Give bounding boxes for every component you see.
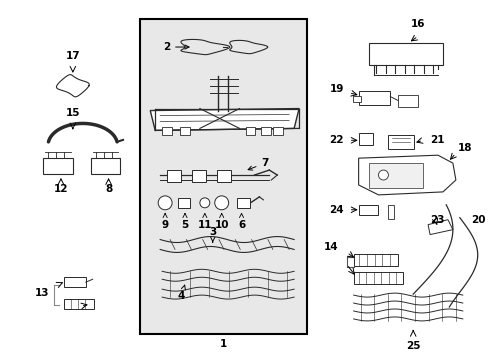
Text: 13: 13: [35, 288, 49, 298]
Text: 4: 4: [177, 285, 185, 301]
Bar: [358, 205, 378, 215]
Bar: [353, 272, 403, 284]
Text: 6: 6: [238, 213, 244, 230]
Text: 20: 20: [470, 215, 484, 225]
Bar: [91, 158, 120, 174]
Text: 17: 17: [65, 51, 80, 61]
Bar: [236, 198, 250, 208]
Text: 24: 24: [328, 205, 343, 215]
Text: 14: 14: [324, 243, 338, 252]
Bar: [273, 127, 283, 135]
Bar: [358, 91, 389, 105]
Bar: [245, 127, 255, 135]
Circle shape: [214, 196, 228, 210]
Text: 3: 3: [209, 226, 216, 242]
Bar: [352, 96, 360, 102]
Polygon shape: [358, 155, 455, 195]
Text: 16: 16: [410, 19, 425, 29]
Circle shape: [378, 170, 387, 180]
Bar: [180, 127, 189, 135]
Text: 1: 1: [220, 339, 227, 349]
Bar: [43, 158, 73, 174]
Bar: [387, 205, 393, 219]
Bar: [162, 127, 172, 135]
Bar: [64, 277, 85, 287]
Circle shape: [200, 198, 209, 208]
Text: 10: 10: [214, 213, 228, 230]
Polygon shape: [427, 220, 452, 235]
Text: 22: 22: [328, 135, 343, 145]
Bar: [191, 170, 205, 182]
Polygon shape: [150, 109, 299, 130]
Text: 12: 12: [54, 184, 68, 194]
Text: 23: 23: [429, 215, 444, 225]
Text: 19: 19: [329, 84, 343, 94]
Polygon shape: [56, 75, 89, 97]
Text: 11: 11: [197, 213, 212, 230]
Bar: [368, 163, 422, 188]
Bar: [261, 127, 271, 135]
Text: 25: 25: [405, 341, 420, 351]
Text: 18: 18: [457, 143, 471, 153]
Text: 2: 2: [163, 42, 189, 52]
Text: 8: 8: [105, 184, 112, 194]
Text: 5: 5: [181, 213, 188, 230]
Text: 15: 15: [65, 108, 80, 118]
Bar: [167, 170, 181, 182]
Bar: [398, 95, 417, 107]
Text: 7: 7: [247, 158, 268, 170]
Bar: [178, 198, 189, 208]
Bar: [353, 255, 398, 266]
Bar: [140, 19, 306, 334]
Bar: [216, 170, 230, 182]
Bar: [387, 135, 413, 149]
Text: 21: 21: [429, 135, 444, 145]
Circle shape: [158, 196, 172, 210]
Bar: [358, 133, 372, 145]
Text: 9: 9: [161, 213, 168, 230]
Bar: [64, 299, 94, 309]
Bar: [368, 43, 442, 65]
